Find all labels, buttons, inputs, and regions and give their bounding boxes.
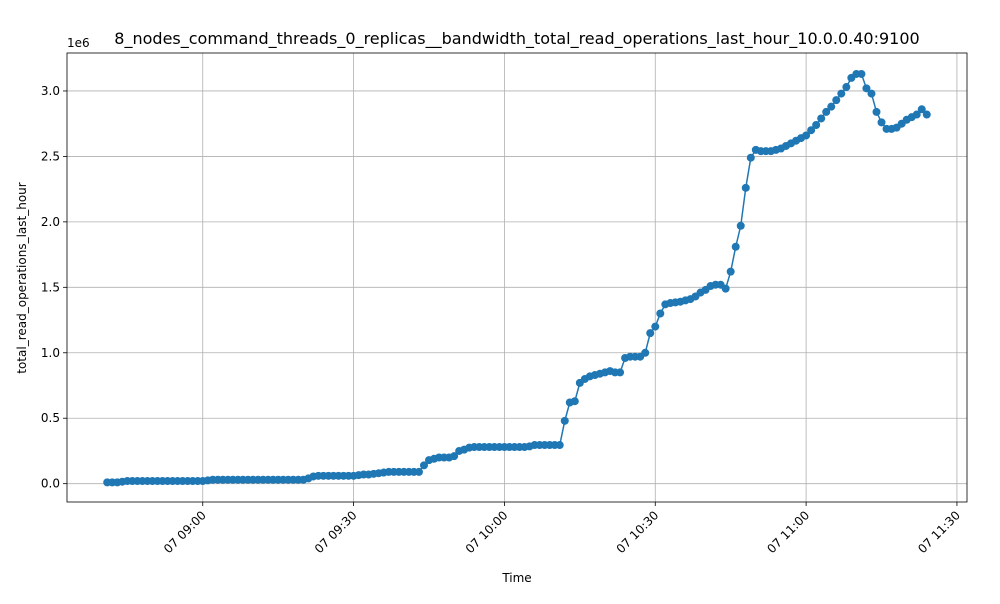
data-point — [450, 452, 459, 461]
data-point — [837, 89, 846, 98]
data-point — [867, 89, 876, 98]
data-point — [646, 329, 655, 338]
data-point — [877, 118, 886, 127]
data-point — [832, 96, 841, 105]
data-point — [912, 110, 921, 119]
data-point — [802, 131, 811, 140]
x-axis-label: Time — [501, 571, 531, 585]
data-point — [570, 397, 579, 406]
y-tick-label: 1.5 — [41, 280, 60, 294]
data-point — [822, 107, 831, 116]
data-point — [741, 183, 750, 192]
data-point — [817, 114, 826, 123]
grid-layer — [67, 53, 967, 502]
data-point — [641, 348, 650, 357]
data-point — [560, 416, 569, 425]
data-point — [812, 120, 821, 129]
data-point — [651, 322, 660, 331]
data-point — [555, 441, 564, 450]
data-point — [731, 242, 740, 251]
y-tick-label: 2.5 — [41, 149, 60, 163]
data-point — [842, 83, 851, 92]
data-point — [872, 107, 881, 116]
y-tick-label: 3.0 — [41, 84, 60, 98]
data-point — [616, 368, 625, 377]
data-point — [419, 461, 428, 470]
data-point — [917, 105, 926, 114]
data-point — [922, 110, 931, 119]
data-point — [656, 309, 665, 318]
data-point — [726, 267, 735, 276]
data-point — [746, 153, 755, 162]
data-point — [736, 221, 745, 230]
y-tick-label: 0.0 — [41, 477, 60, 491]
data-point — [862, 84, 871, 93]
y-tick-label: 2.0 — [41, 215, 60, 229]
data-layer — [103, 69, 931, 487]
chart-title: 8_nodes_command_threads_0_replicas__band… — [114, 29, 919, 49]
data-point — [827, 102, 836, 111]
y-tick-label: 0.5 — [41, 411, 60, 425]
data-point — [414, 467, 423, 476]
y-tick-label: 1.0 — [41, 346, 60, 360]
data-point — [721, 284, 730, 293]
plot-frame — [66, 52, 968, 503]
y-axis-label: total_read_operations_last_hour — [15, 182, 29, 374]
data-point — [807, 126, 816, 135]
data-point — [857, 69, 866, 78]
y-offset-label: 1e6 — [67, 36, 90, 50]
